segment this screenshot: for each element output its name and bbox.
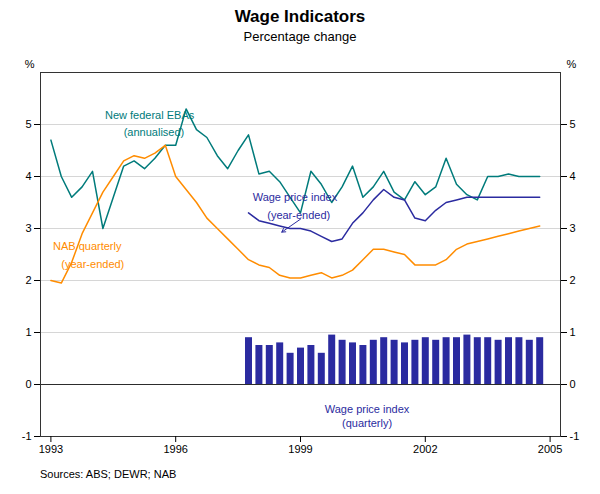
html-text:Wage Indicators: Wage Indicators [234, 7, 366, 26]
svg-text:-1: -1 [570, 430, 580, 442]
svg-text:1993: 1993 [39, 443, 63, 455]
svg-text:2: 2 [25, 274, 31, 286]
svg-text:-1: -1 [22, 430, 32, 442]
svg-text:2005: 2005 [538, 443, 562, 455]
svg-text:2002: 2002 [413, 443, 437, 455]
svg-text:Wage price index: Wage price index [325, 403, 410, 415]
svg-text:0: 0 [25, 378, 31, 390]
svg-text:%: % [25, 58, 35, 70]
svg-text:(year-ended): (year-ended) [267, 209, 330, 221]
svg-text:New federal EBAs: New federal EBAs [105, 109, 195, 121]
svg-text:1: 1 [25, 326, 31, 338]
svg-text:%: % [567, 58, 577, 70]
svg-text:(year-ended): (year-ended) [61, 258, 124, 270]
svg-text:(quarterly): (quarterly) [342, 417, 392, 429]
html-text:Sources: ABS; DEWR; NAB: Sources: ABS; DEWR; NAB [40, 468, 177, 480]
svg-text:5: 5 [25, 118, 31, 130]
svg-text:Wage price index: Wage price index [253, 191, 338, 203]
svg-text:3: 3 [570, 222, 576, 234]
svg-text:1999: 1999 [288, 443, 312, 455]
svg-text:4: 4 [570, 170, 576, 182]
svg-text:(annualised): (annualised) [124, 126, 185, 138]
svg-text:0: 0 [570, 378, 576, 390]
svg-text:5: 5 [570, 118, 576, 130]
svg-text:NAB quarterly: NAB quarterly [53, 240, 122, 252]
svg-text:2: 2 [570, 274, 576, 286]
svg-text:3: 3 [25, 222, 31, 234]
svg-text:1996: 1996 [163, 443, 187, 455]
svg-text:4: 4 [25, 170, 31, 182]
html-text:Percentage change: Percentage change [243, 29, 357, 44]
svg-text:1: 1 [570, 326, 576, 338]
